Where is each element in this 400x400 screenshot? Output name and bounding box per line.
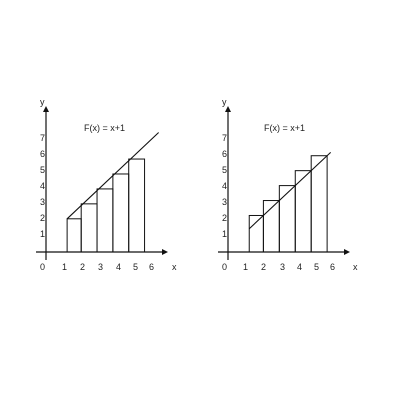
- y-tick-4: 4: [40, 181, 45, 191]
- riemann-rectangle-2: [80, 203, 98, 253]
- y-axis-label: y: [40, 97, 45, 107]
- x-tick-4: 4: [116, 262, 121, 272]
- x-tick-4: 4: [297, 262, 302, 272]
- function-line: [248, 151, 332, 230]
- riemann-rectangle-5: [128, 158, 146, 253]
- x-tick-1: 1: [243, 262, 248, 272]
- y-tick-3: 3: [40, 197, 45, 207]
- y-tick-4: 4: [222, 181, 227, 191]
- y-tick-7: 7: [222, 133, 227, 143]
- y-tick-1: 1: [222, 229, 227, 239]
- y-tick-6: 6: [222, 149, 227, 159]
- x-tick-labels: 1 2 3 4 5 6: [243, 262, 335, 272]
- x-tick-1: 1: [62, 262, 67, 272]
- y-tick-1: 1: [40, 229, 45, 239]
- x-tick-5: 5: [133, 262, 138, 272]
- y-tick-2: 2: [222, 213, 227, 223]
- function-label: F(x) = x+1: [264, 123, 305, 133]
- riemann-rectangle-5: [310, 155, 328, 253]
- y-axis-arrow-icon: [225, 106, 231, 112]
- y-tick-labels: 1 2 3 4 5 6 7: [40, 133, 45, 239]
- x-tick-3: 3: [98, 262, 103, 272]
- origin-label: 0: [222, 262, 227, 272]
- riemann-rectangle-3: [96, 188, 114, 253]
- y-tick-7: 7: [40, 133, 45, 143]
- x-tick-2: 2: [80, 262, 85, 272]
- graph-left: F(x) = x+1 y x 0 1 2 3 4 5 6 1 2 3 4 5 6…: [36, 97, 177, 272]
- x-tick-6: 6: [330, 262, 335, 272]
- y-tick-5: 5: [40, 165, 45, 175]
- graph-right: F(x) = x+1 y x 0 1 2 3 4 5 6 1 2 3 4 5 6…: [218, 97, 358, 272]
- x-tick-5: 5: [314, 262, 319, 272]
- x-axis-arrow-icon: [344, 249, 350, 255]
- x-tick-labels: 1 2 3 4 5 6: [62, 262, 154, 272]
- y-tick-2: 2: [40, 213, 45, 223]
- x-tick-3: 3: [280, 262, 285, 272]
- function-line: [66, 132, 160, 220]
- x-axis-label: x: [353, 262, 358, 272]
- y-tick-3: 3: [222, 197, 227, 207]
- riemann-rectangle-1: [248, 214, 264, 253]
- y-axis-label: y: [222, 97, 227, 107]
- x-tick-2: 2: [261, 262, 266, 272]
- x-tick-6: 6: [149, 262, 154, 272]
- riemann-rectangle-4: [112, 173, 130, 253]
- function-label: F(x) = x+1: [84, 123, 125, 133]
- x-axis-arrow-icon: [162, 249, 168, 255]
- y-axis-arrow-icon: [43, 106, 49, 112]
- x-axis-label: x: [172, 262, 177, 272]
- y-tick-5: 5: [222, 165, 227, 175]
- riemann-rectangle-3: [278, 185, 296, 253]
- riemann-rectangle-1: [66, 218, 82, 253]
- y-tick-labels: 1 2 3 4 5 6 7: [222, 133, 227, 239]
- origin-label: 0: [40, 262, 45, 272]
- y-tick-6: 6: [40, 149, 45, 159]
